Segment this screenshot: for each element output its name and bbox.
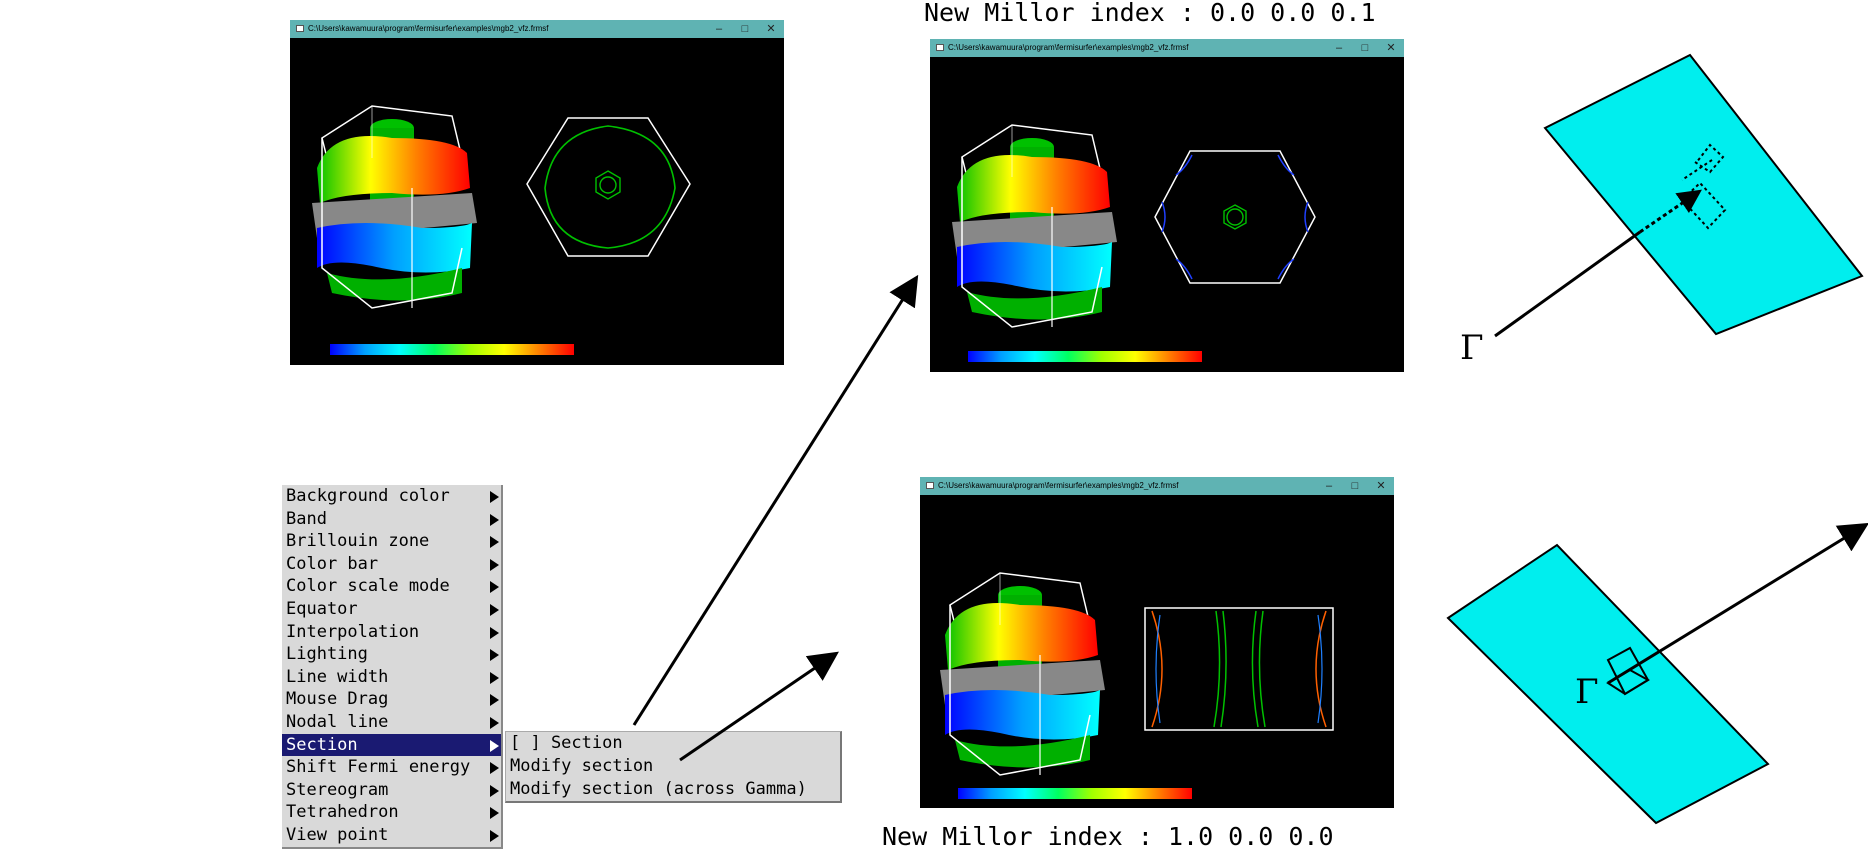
minimize-button[interactable]: –	[1335, 42, 1343, 54]
section-2d-view	[526, 117, 691, 257]
normal-arrow-through-gamma	[1607, 522, 1868, 685]
menu-item-label: Shift Fermi energy	[286, 757, 471, 778]
menu-item-view-point[interactable]: View point	[282, 824, 501, 847]
menu-item-label: Mouse Drag	[286, 689, 389, 710]
app-icon	[936, 44, 944, 51]
submenu-arrow-icon	[490, 762, 499, 775]
millor-index-caption-top: New Millor index : 0.0 0.0 0.1	[924, 0, 1376, 27]
menu-item-section[interactable]: Section	[282, 733, 501, 757]
submenu-arrow-icon	[490, 603, 499, 616]
submenu-arrow-icon	[490, 829, 499, 842]
gamma-label-bottom: Γ	[1575, 672, 1599, 712]
menu-item-label: Background color	[286, 486, 450, 506]
window-titlebar[interactable]: C:\Users\kawamuura\program\fermisurfer\e…	[930, 39, 1404, 57]
menu-item-label: Line width	[286, 666, 389, 687]
fermisurfer-window-2: C:\Users\kawamuura\program\fermisurfer\e…	[930, 39, 1404, 372]
menu-item-background-color[interactable]: Background color	[282, 485, 501, 508]
menu-item-color-bar[interactable]: Color bar	[282, 553, 501, 576]
submenu-arrow-icon	[490, 807, 499, 820]
maximize-button[interactable]: □	[1361, 42, 1369, 54]
menu-item-label: Color bar	[286, 553, 379, 574]
color-bar	[330, 344, 574, 355]
submenu-arrow-icon	[490, 626, 499, 639]
menu-item-label: Color scale mode	[286, 576, 450, 597]
arrow-to-bottom-window	[679, 651, 839, 762]
window-titlebar[interactable]: C:\Users\kawamuura\program\fermisurfer\e…	[290, 20, 784, 38]
menu-item-lighting[interactable]: Lighting	[282, 643, 501, 666]
close-button[interactable]: ✕	[1376, 480, 1386, 492]
menu-item-equator[interactable]: Equator	[282, 598, 501, 621]
submenu-arrow-icon	[490, 581, 499, 594]
submenu-arrow-icon	[490, 536, 499, 549]
menu-item-label: Tetrahedron	[286, 802, 399, 823]
app-icon	[926, 482, 934, 489]
menu-item-shift-fermi-energy[interactable]: Shift Fermi energy	[282, 756, 501, 779]
menu-item-line-width[interactable]: Line width	[282, 666, 501, 689]
fermisurfer-window-1: C:\Users\kawamuura\program\fermisurfer\e…	[290, 20, 784, 365]
section-2d-view	[1154, 150, 1316, 284]
submenu-arrow-icon	[490, 513, 499, 526]
section-2d-view	[1144, 607, 1334, 731]
submenu-arrow-icon	[490, 739, 499, 752]
submenu-arrow-icon	[490, 649, 499, 662]
menu-item-interpolation[interactable]: Interpolation	[282, 621, 501, 644]
close-button[interactable]: ✕	[1386, 42, 1396, 54]
render-viewport[interactable]	[920, 495, 1394, 808]
submenu-arrow-icon	[490, 558, 499, 571]
minimize-button[interactable]: –	[1325, 480, 1333, 492]
submenu-item-modify-section-across-gamma[interactable]: Modify section (across Gamma)	[510, 779, 807, 799]
maximize-button[interactable]: □	[741, 23, 749, 35]
section-submenu: [ ] Section Modify section Modify section …	[505, 731, 842, 803]
submenu-item-section[interactable]: [ ] Section	[510, 733, 623, 753]
submenu-arrow-icon	[490, 784, 499, 797]
color-bar	[958, 788, 1192, 799]
arrow-to-top-window	[632, 274, 919, 726]
render-viewport[interactable]	[290, 38, 784, 365]
window-title: C:\Users\kawamuura\program\fermisurfer\e…	[948, 43, 1189, 52]
normal-arrow-dotted	[1639, 189, 1702, 234]
menu-item-color-scale-mode[interactable]: Color scale mode	[282, 575, 501, 598]
menu-item-nodal-line[interactable]: Nodal line	[282, 711, 501, 734]
menu-item-label: View point	[286, 824, 389, 845]
section-plane-top	[1494, 53, 1864, 338]
normal-arrow-solid	[1494, 230, 1641, 338]
window-title: C:\Users\kawamuura\program\fermisurfer\e…	[308, 24, 549, 33]
menu-item-brillouin-zone[interactable]: Brillouin zone	[282, 530, 501, 553]
color-bar	[968, 351, 1202, 362]
minimize-button[interactable]: –	[715, 23, 723, 35]
close-button[interactable]: ✕	[766, 23, 776, 35]
submenu-arrow-icon	[490, 671, 499, 684]
gamma-label-top: Γ	[1460, 328, 1484, 368]
submenu-arrow-icon	[490, 716, 499, 729]
submenu-arrow-icon	[490, 694, 499, 707]
submenu-item-modify-section[interactable]: Modify section	[510, 756, 654, 776]
app-icon	[296, 25, 304, 32]
context-menu: Background color Band Brillouin zone Color …	[282, 485, 503, 849]
maximize-button[interactable]: □	[1351, 480, 1359, 492]
menu-item-label: Nodal line	[286, 711, 389, 732]
menu-item-tetrahedron[interactable]: Tetrahedron	[282, 801, 501, 824]
window-title: C:\Users\kawamuura\program\fermisurfer\e…	[938, 481, 1179, 490]
menu-item-label: Interpolation	[286, 621, 420, 642]
section-plane-bottom	[1446, 522, 1868, 825]
menu-item-band[interactable]: Band	[282, 508, 501, 531]
menu-item-stereogram[interactable]: Stereogram	[282, 779, 501, 802]
menu-item-mouse-drag[interactable]: Mouse Drag	[282, 688, 501, 711]
menu-item-label: Stereogram	[286, 779, 389, 800]
submenu-arrow-icon	[490, 491, 499, 503]
menu-item-label: Equator	[286, 598, 358, 619]
millor-index-caption-bottom: New Millor index : 1.0 0.0 0.0	[882, 822, 1334, 851]
menu-item-label: Section	[286, 734, 358, 755]
window-titlebar[interactable]: C:\Users\kawamuura\program\fermisurfer\e…	[920, 477, 1394, 495]
menu-item-label: Lighting	[286, 644, 368, 665]
menu-item-label: Brillouin zone	[286, 531, 430, 552]
render-viewport[interactable]	[930, 57, 1404, 372]
fermisurfer-window-3: C:\Users\kawamuura\program\fermisurfer\e…	[920, 477, 1394, 808]
menu-item-label: Band	[286, 508, 327, 529]
